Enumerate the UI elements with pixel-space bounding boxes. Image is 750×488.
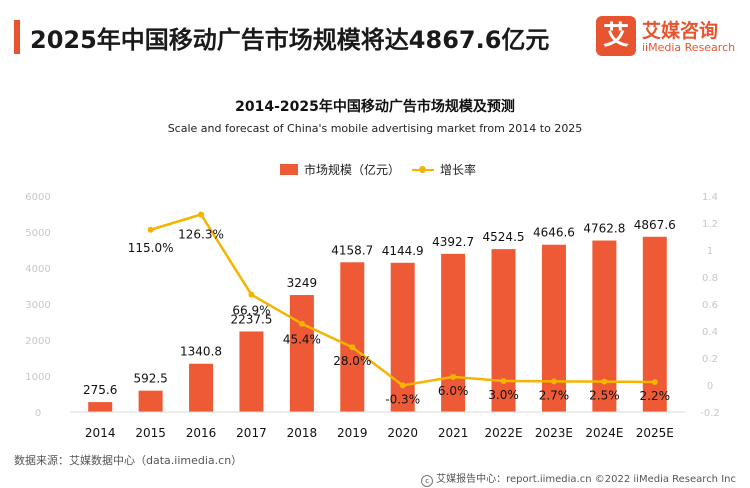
- growth-rate-point: [298, 320, 305, 327]
- y-left-tick-label: 4000: [25, 264, 50, 275]
- bar: [541, 244, 566, 412]
- logo-text-en: iiMedia Research: [642, 41, 736, 54]
- bar: [138, 390, 163, 412]
- legend-label-growth-rate: 增长率: [440, 163, 477, 177]
- growth-rate-data-label: 2.2%: [640, 389, 671, 403]
- growth-rate-point: [550, 378, 557, 385]
- x-tick-label: 2016: [186, 426, 217, 440]
- bar: [441, 253, 466, 412]
- y-right-tick-label: 0.4: [702, 327, 718, 338]
- bar: [189, 363, 214, 412]
- growth-rate-point: [450, 373, 457, 380]
- growth-rate-point: [500, 377, 507, 384]
- growth-rate-data-label: 2.7%: [539, 388, 570, 402]
- y-right-tick-label: 1.2: [702, 219, 718, 230]
- bar-data-label: 4524.5: [483, 230, 525, 244]
- x-tick-label: 2021: [438, 426, 469, 440]
- x-tick-label: 2020: [387, 426, 418, 440]
- growth-rate-data-label: -0.3%: [385, 392, 420, 406]
- y-right-tick-label: 1: [707, 246, 713, 257]
- x-tick-label: 2017: [236, 426, 267, 440]
- y-right-tick-label: 1.4: [702, 192, 718, 203]
- bar: [88, 402, 113, 412]
- growth-rate-point: [601, 378, 608, 385]
- logo-mark-icon: 艾: [596, 16, 636, 56]
- headline-accent-bar: [14, 20, 20, 54]
- x-tick-label: 2019: [337, 426, 368, 440]
- growth-rate-point: [147, 226, 154, 233]
- x-tick-label: 2022E: [484, 426, 522, 440]
- y-right-tick-label: -0.2: [700, 408, 720, 419]
- bar: [491, 249, 516, 412]
- legend-label-market-size: 市场规模（亿元）: [304, 163, 401, 177]
- x-tick-label: 2014: [85, 426, 116, 440]
- bar: [390, 262, 415, 412]
- growth-rate-data-label: 6.0%: [438, 384, 469, 398]
- x-tick-label: 2023E: [535, 426, 573, 440]
- growth-rate-data-label: 28.0%: [333, 354, 371, 368]
- bar-data-label: 2237.5: [230, 312, 272, 326]
- growth-rate-data-label: 45.4%: [283, 333, 321, 347]
- y-right-tick-label: 0.2: [702, 354, 718, 365]
- source-note: 数据来源：艾媒数据中心（data.iimedia.cn）: [14, 454, 243, 467]
- y-left-tick-label: 0: [35, 408, 41, 419]
- bar-data-label: 275.6: [83, 383, 117, 397]
- growth-rate-point: [651, 379, 658, 386]
- cc-icon: c: [421, 475, 434, 487]
- growth-rate-data-label: 126.3%: [178, 227, 224, 241]
- bar: [642, 236, 667, 412]
- y-right-tick-label: 0.6: [702, 300, 718, 311]
- bar-data-label: 4646.6: [533, 226, 575, 240]
- growth-rate-data-label: 115.0%: [128, 241, 174, 255]
- x-tick-label: 2024E: [585, 426, 623, 440]
- y-right-tick-label: 0.8: [702, 273, 718, 284]
- bar-data-label: 4392.7: [432, 235, 474, 249]
- bar: [340, 262, 365, 412]
- growth-rate-point: [198, 211, 205, 218]
- bar-data-label: 1340.8: [180, 345, 222, 359]
- growth-rate-point: [349, 344, 356, 351]
- y-left-tick-label: 1000: [25, 372, 50, 383]
- copyright-text: 艾媒报告中心：report.iimedia.cn ©2022 iiMedia R…: [436, 474, 736, 485]
- legend-bar-swatch: [280, 164, 298, 175]
- bar-data-label: 4144.9: [382, 244, 424, 258]
- bar-data-label: 4762.8: [583, 222, 625, 236]
- bar: [239, 331, 264, 412]
- x-tick-label: 2015: [135, 426, 166, 440]
- y-left-tick-label: 2000: [25, 336, 50, 347]
- y-left-tick-label: 3000: [25, 300, 50, 311]
- bar-data-label: 592.5: [133, 372, 167, 386]
- x-tick-label: 2018: [287, 426, 318, 440]
- y-left-tick-label: 6000: [25, 192, 50, 203]
- y-left-tick-label: 5000: [25, 228, 50, 239]
- x-tick-label: 2025E: [636, 426, 674, 440]
- chart-title: 2014-2025年中国移动广告市场规模及预测: [235, 99, 515, 115]
- bar-data-label: 4867.6: [634, 218, 676, 232]
- bar-data-label: 4158.7: [331, 243, 373, 257]
- chart-subtitle: Scale and forecast of China's mobile adv…: [167, 122, 583, 135]
- copyright-note: c 艾媒报告中心：report.iimedia.cn ©2022 iiMedia …: [421, 470, 736, 487]
- bar: [592, 240, 617, 412]
- growth-rate-data-label: 3.0%: [488, 388, 519, 402]
- growth-rate-point: [248, 291, 255, 298]
- bar-data-label: 3249: [287, 276, 318, 290]
- brand-logo: 艾 艾媒咨询 iiMedia Research: [596, 14, 736, 60]
- y-right-tick-label: 0: [707, 381, 713, 392]
- header: 2025年中国移动广告市场规模将达4867.6亿元 艾 艾媒咨询 iiMedia…: [0, 0, 750, 72]
- growth-rate-data-label: 66.9%: [232, 304, 270, 318]
- growth-rate-point: [399, 382, 406, 389]
- headline: 2025年中国移动广告市场规模将达4867.6亿元: [30, 26, 550, 54]
- logo-text-cn: 艾媒咨询: [642, 20, 719, 42]
- growth-rate-data-label: 2.5%: [589, 389, 620, 403]
- legend-dot-swatch: [419, 166, 426, 173]
- bar: [289, 295, 314, 412]
